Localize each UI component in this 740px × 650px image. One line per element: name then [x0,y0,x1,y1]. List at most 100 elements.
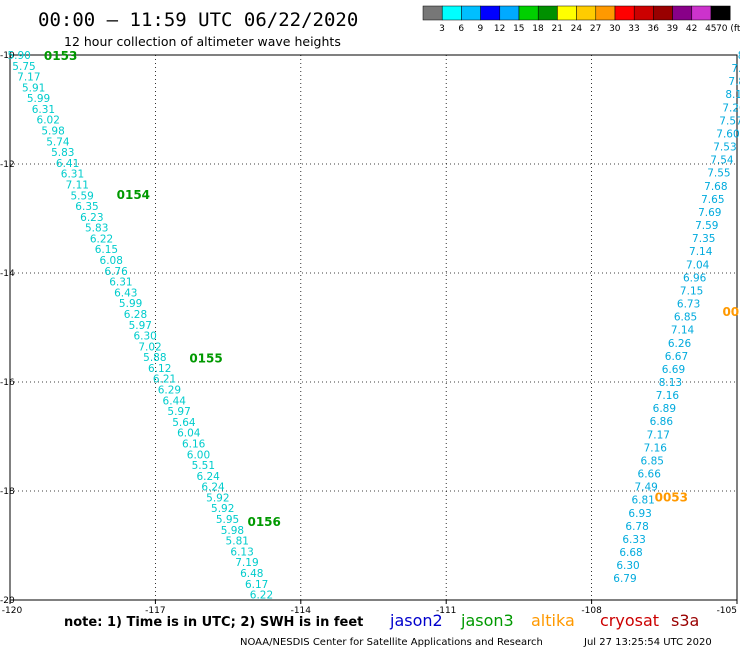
satellite-legend: jason2 jason3 altika cryosat s3a [389,611,699,630]
wave-height-label: 6.31 [61,169,84,181]
wave-height-label: 6.69 [662,364,685,376]
wave-height-label: 6.21 [153,374,176,386]
footer-credit: NOAA/NESDIS Center for Satellite Applica… [240,637,543,648]
colorbar-tick-label: 42 [686,24,697,34]
wave-height-label: 6.43 [114,287,137,299]
wave-height-label: 6.31 [109,277,132,289]
wave-height-label: 5.91 [22,82,45,94]
wave-height-label: 7.26 [722,102,740,114]
colorbar-swatch [422,5,443,21]
colorbar-tick-label: 21 [551,24,562,34]
wave-height-label: 6.12 [148,363,171,375]
y-tick-label: -12 [0,160,15,170]
colorbar-swatch [653,5,673,21]
wave-height-label: 5.98 [221,525,244,537]
wave-height-label: 6.04 [177,428,201,440]
wave-height-label: 6.30 [133,331,156,343]
pass-time-label: 0154 [117,188,150,202]
colorbar-tick-label: 33 [628,24,639,34]
wave-height-label: 6.16 [182,438,206,450]
wave-height-label: 6.44 [163,395,187,407]
pass-time-label: 0155 [189,351,222,365]
wave-height-label: 7.70 [731,63,740,75]
pass-time-label: 0156 [247,515,280,529]
wave-height-label: 7.17 [17,72,40,84]
legend-item-s3a: s3a [671,611,699,630]
colorbar-swatch [691,5,712,21]
wave-height-label: 6.78 [625,521,648,533]
colorbar-swatch [480,5,501,21]
wave-height-label: 7.16 [656,390,680,402]
wave-height-label: 6.96 [683,272,707,284]
colorbar-tick-label: 70 (ft) [716,24,740,34]
wave-height-label: 7.54 [710,155,734,167]
wave-height-label: 7.14 [671,325,695,337]
wave-height-label: 6.28 [124,309,147,321]
wave-height-label: 6.89 [653,403,676,415]
colorbar-tick-label: 3 [439,24,445,34]
colorbar-tick-label: 12 [494,24,505,34]
wave-height-label: 6.81 [631,495,654,507]
wave-height-label: 6.08 [100,255,123,267]
wave-height-label: 8.0 [738,50,740,62]
wave-height-label: 6.48 [240,568,263,580]
grid-lines [10,55,737,600]
wave-height-label: 6.26 [668,338,692,350]
wave-height-label: 6.24 [196,471,220,483]
pass-time-label: 0053 [655,490,688,504]
colorbar-swatch [595,5,616,21]
wave-height-label: 6.76 [104,266,128,278]
colorbar-tick-label: 9 [478,24,484,34]
colorbar-swatch [672,5,693,21]
wave-height-label: 6.02 [37,115,60,127]
wave-height-label: 7.14 [689,246,713,258]
data-marks: 5.905.757.175.915.996.316.025.985.745.83… [7,49,740,602]
colorbar-swatch [557,5,577,21]
colorbar-swatch [614,5,635,21]
wave-height-label: 7.60 [716,128,739,140]
wave-height-label: 5.64 [172,417,196,429]
wave-height-label: 5.75 [12,61,35,73]
wave-height-label: 6.35 [75,201,98,213]
legend-item-cryosat: cryosat [600,611,659,630]
wave-height-label: 7.57 [719,115,740,127]
wave-height-label: 7.69 [698,207,721,219]
wave-height-label: 6.85 [674,312,697,324]
wave-height-label: 5.81 [226,536,249,548]
wave-height-label: 6.67 [665,351,688,363]
chart-subtitle: 12 hour collection of altimeter wave hei… [64,34,341,49]
plot-frame [9,54,738,601]
wave-height-label: 6.79 [613,573,636,585]
colorbar-swatch [518,5,539,21]
wave-height-label: 5.95 [216,514,239,526]
wave-height-label: 6.93 [628,508,651,520]
wave-height-label: 5.83 [85,223,108,235]
wave-height-label: 5.92 [211,503,234,515]
wave-height-label: 7.04 [686,259,710,271]
wave-height-label: 7.16 [644,442,668,454]
wave-height-label: 5.74 [46,136,70,148]
x-tick-label: -111 [436,606,456,616]
wave-height-label: 7.19 [235,557,258,569]
wave-height-label: 5.99 [27,93,50,105]
wave-height-label: 6.00 [187,449,210,461]
wave-height-label: 6.68 [619,547,642,559]
colorbar-swatch [576,5,597,21]
wave-height-label: 5.97 [129,320,152,332]
colorbar-tick-label: 15 [513,24,524,34]
colorbar-tick-label: 39 [667,24,679,34]
x-tick-label: -105 [717,606,737,616]
x-tick-label: -120 [2,606,23,616]
wave-height-label: 7.11 [66,179,89,191]
y-tick-label: -16 [0,378,15,388]
colorbar-swatch [499,5,520,21]
wave-height-label: 5.99 [119,298,142,310]
wave-height-label: 5.98 [41,126,64,138]
colorbar-tick-label: 6 [458,24,464,34]
wave-height-label: 5.92 [206,492,229,504]
colorbar-swatch [441,5,462,21]
legend-item-altika: altika [531,611,575,630]
wave-height-label: 7.02 [138,341,161,353]
